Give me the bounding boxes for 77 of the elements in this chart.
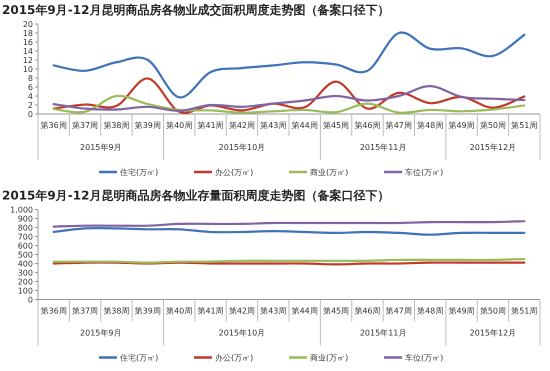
text: 2015年9月 — [80, 143, 122, 152]
text: 2015年12月 — [470, 143, 516, 152]
text: 2015年11月 — [360, 143, 406, 152]
y-tick-label: 4 — [28, 92, 33, 101]
text: 2015年10月 — [218, 143, 266, 152]
y-tick-label: 100 — [18, 286, 33, 296]
x-tick-label: 第43周 — [260, 121, 286, 130]
legend-label: 住宅(万㎡) — [120, 354, 158, 362]
x-tick-label: 第50周 — [480, 121, 506, 130]
x-tick-label: 第42周 — [228, 306, 256, 316]
y-tick-label: 10 — [22, 65, 33, 74]
legend-label: 商业(万㎡) — [310, 168, 348, 177]
text: 2015年12月 — [470, 328, 516, 338]
y-tick-label: 900 — [18, 214, 33, 224]
text: 2015年11月 — [360, 328, 406, 338]
line-series — [52, 31, 526, 98]
y-tick-label: 0 — [28, 110, 33, 119]
x-tick-label: 第44周 — [292, 306, 318, 316]
x-tick-label: 第41周 — [197, 121, 224, 130]
x-tick-label: 第48周 — [417, 121, 444, 130]
x-tick-label: 第37周 — [72, 121, 98, 130]
x-tick-label: 第46周 — [354, 121, 381, 130]
x-tick-label: 第47周 — [386, 306, 412, 316]
legend-label: 商业(万㎡) — [310, 354, 348, 362]
y-tick-label: 14 — [22, 47, 33, 56]
y-tick-label: 400 — [18, 260, 33, 268]
x-tick-label: 第40周 — [166, 121, 192, 130]
y-tick-label: 6 — [28, 83, 33, 92]
y-tick-label: 2 — [28, 101, 33, 110]
y-tick-label: 12 — [22, 56, 33, 65]
x-tick-label: 第46周 — [354, 306, 381, 316]
y-tick-label: 300 — [18, 268, 33, 278]
x-tick-label: 第43周 — [260, 306, 286, 316]
x-tick-label: 第39周 — [134, 121, 161, 130]
chart-title: 2015年9月-12月昆明商品房各物业成交面积周度走势图（备案口径下） — [2, 3, 390, 17]
legend-label: 车位(万㎡) — [405, 354, 444, 362]
y-tick-label: 0 — [28, 296, 33, 304]
x-tick-label: 第42周 — [228, 121, 256, 130]
x-tick-label: 第50周 — [480, 306, 506, 316]
x-tick-label: 第37周 — [72, 306, 98, 316]
x-tick-label: 第36周 — [40, 306, 67, 316]
x-tick-label: 第36周 — [40, 121, 67, 130]
x-tick-label: 第51周 — [511, 121, 538, 130]
y-tick-label: 20 — [22, 20, 33, 29]
y-tick-label: 1,000 — [10, 206, 33, 214]
x-tick-label: 第49周 — [448, 121, 475, 130]
y-tick-label: 200 — [18, 278, 33, 286]
y-tick-label: 700 — [18, 232, 33, 242]
chart-title: 2015年9月-12月昆明商品房各物业存量面积周度走势图（备案口径下） — [2, 188, 390, 202]
x-tick-label: 第40周 — [166, 306, 192, 316]
line-series — [52, 94, 526, 114]
legend-label: 办公(万㎡) — [215, 168, 254, 177]
x-tick-label: 第38周 — [103, 306, 130, 316]
y-tick-label: 16 — [22, 38, 33, 47]
x-tick-label: 第39周 — [134, 306, 161, 316]
legend-label: 住宅(万㎡) — [120, 168, 158, 177]
x-tick-label: 第44周 — [292, 121, 318, 130]
legend-label: 办公(万㎡) — [215, 354, 254, 362]
line-series — [52, 85, 526, 112]
x-tick-label: 第48周 — [417, 306, 444, 316]
x-tick-label: 第45周 — [322, 121, 350, 130]
x-tick-label: 第49周 — [448, 306, 475, 316]
x-tick-label: 第38周 — [103, 121, 130, 130]
text: 2015年10月 — [218, 328, 266, 338]
x-tick-label: 第45周 — [322, 306, 350, 316]
y-tick-label: 18 — [22, 29, 33, 38]
text: 2015年9月 — [80, 328, 122, 338]
y-tick-label: 8 — [28, 74, 33, 83]
line-series — [52, 77, 526, 114]
x-tick-label: 第41周 — [197, 306, 224, 316]
line-series — [52, 227, 526, 236]
y-tick-label: 600 — [18, 242, 33, 250]
x-tick-label: 第47周 — [386, 121, 412, 130]
y-tick-label: 500 — [18, 250, 33, 260]
y-tick-label: 800 — [18, 224, 33, 232]
legend-label: 车位(万㎡) — [405, 168, 444, 177]
x-tick-label: 第51周 — [511, 306, 538, 316]
